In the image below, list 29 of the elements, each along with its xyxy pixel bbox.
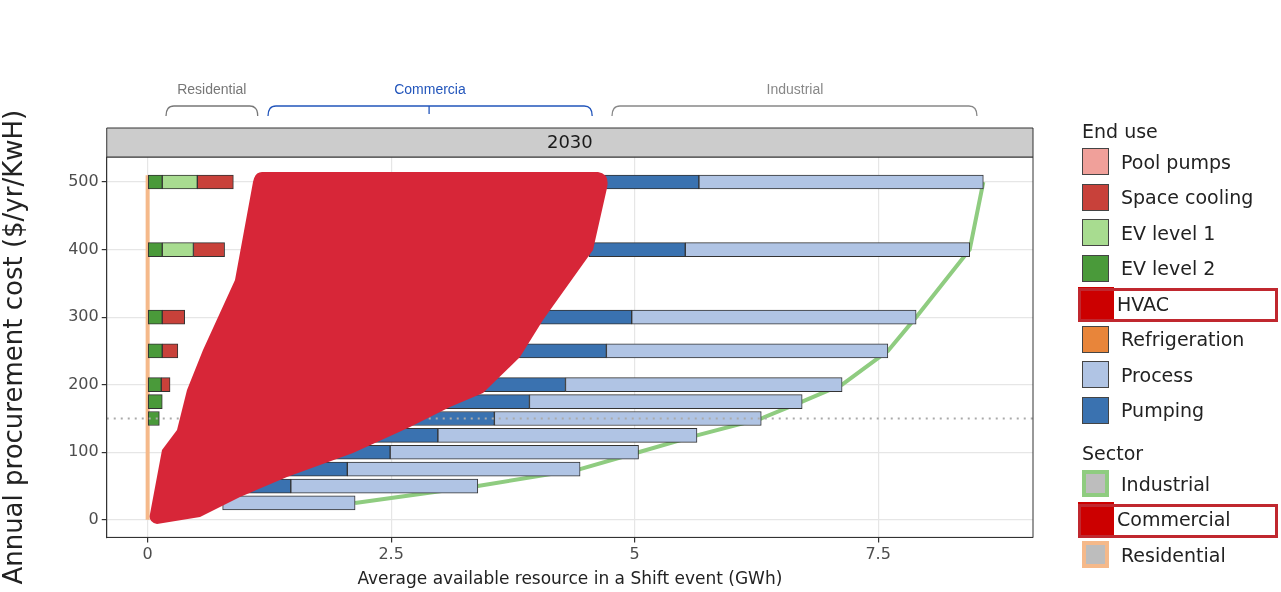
text: Industrial	[765, 81, 825, 97]
x-tick-label: 0	[142, 544, 153, 564]
y-axis-title: Annual procurement cost ($/yr/KwH)	[0, 109, 29, 585]
y-tick-label: 200	[68, 373, 99, 393]
text: Sector	[1082, 442, 1145, 464]
x-axis-title: Average available resource in a Shift event (GWh)	[357, 568, 783, 589]
legend-label: HVAC	[1117, 292, 1169, 315]
y-tick-label: 400	[68, 238, 99, 258]
text: Residential	[176, 81, 248, 97]
y-tick-label: 300	[68, 306, 99, 326]
legend-label: Pool pumps	[1121, 150, 1231, 173]
x-tick-label: 5	[629, 544, 640, 564]
legend-title: End use	[1082, 120, 1159, 142]
legend-label: Industrial	[1121, 472, 1211, 495]
legend-label: Space cooling	[1121, 186, 1254, 209]
x-tick-label: 2.5	[378, 544, 404, 564]
legend-label: EV level 1	[1121, 221, 1216, 244]
chart-title: 2030	[546, 130, 593, 152]
x-tick-label: 7.5	[865, 544, 891, 564]
y-tick-label: 500	[68, 171, 99, 191]
legend-label: Refrigeration	[1121, 328, 1245, 351]
y-tick-label: 0	[88, 508, 99, 528]
legend-label: Commercial	[1117, 508, 1231, 531]
legend-label: Residential	[1121, 543, 1226, 566]
legend-label: EV level 2	[1121, 257, 1216, 280]
text: Commercia	[393, 81, 467, 97]
legend-label: Process	[1121, 363, 1194, 386]
y-tick-label: 100	[68, 441, 99, 461]
legend-label: Pumping	[1121, 399, 1205, 422]
